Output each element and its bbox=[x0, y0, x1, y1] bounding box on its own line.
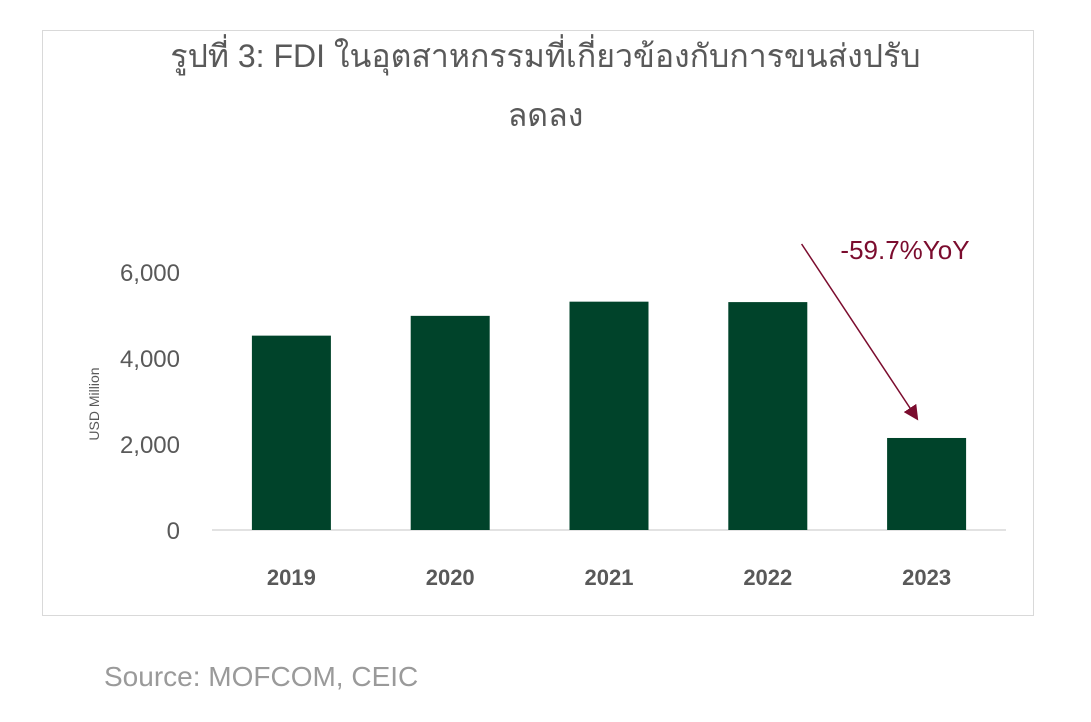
chart-title-line-2: ลดลง bbox=[507, 97, 584, 133]
y-tick-label: 2,000 bbox=[120, 432, 180, 459]
annotation-arrow bbox=[800, 243, 919, 421]
bar-2022 bbox=[728, 302, 808, 530]
y-tick-label: 6,000 bbox=[120, 260, 180, 287]
bar-2021 bbox=[569, 301, 649, 530]
y-tick-label: 0 bbox=[167, 518, 180, 545]
y-tick-label: 4,000 bbox=[120, 346, 180, 373]
bar-2019 bbox=[251, 335, 331, 530]
x-tick-label: 2020 bbox=[426, 565, 475, 590]
chart-title-line-1: รูปที่ 3: FDI ในอุตสาหกรรมที่เกี่ยวข้องก… bbox=[170, 38, 921, 74]
x-tick-label: 2019 bbox=[267, 565, 316, 590]
bar-2023 bbox=[887, 437, 967, 530]
x-tick-label: 2022 bbox=[743, 565, 792, 590]
chart-panel bbox=[42, 30, 1034, 616]
source-note: Source: MOFCOM, CEIC bbox=[104, 661, 419, 692]
x-tick-label: 2023 bbox=[902, 565, 951, 590]
annotation-label: -59.7%YoY bbox=[840, 235, 969, 265]
bar-2020 bbox=[410, 315, 490, 530]
x-tick-label: 2021 bbox=[585, 565, 634, 590]
